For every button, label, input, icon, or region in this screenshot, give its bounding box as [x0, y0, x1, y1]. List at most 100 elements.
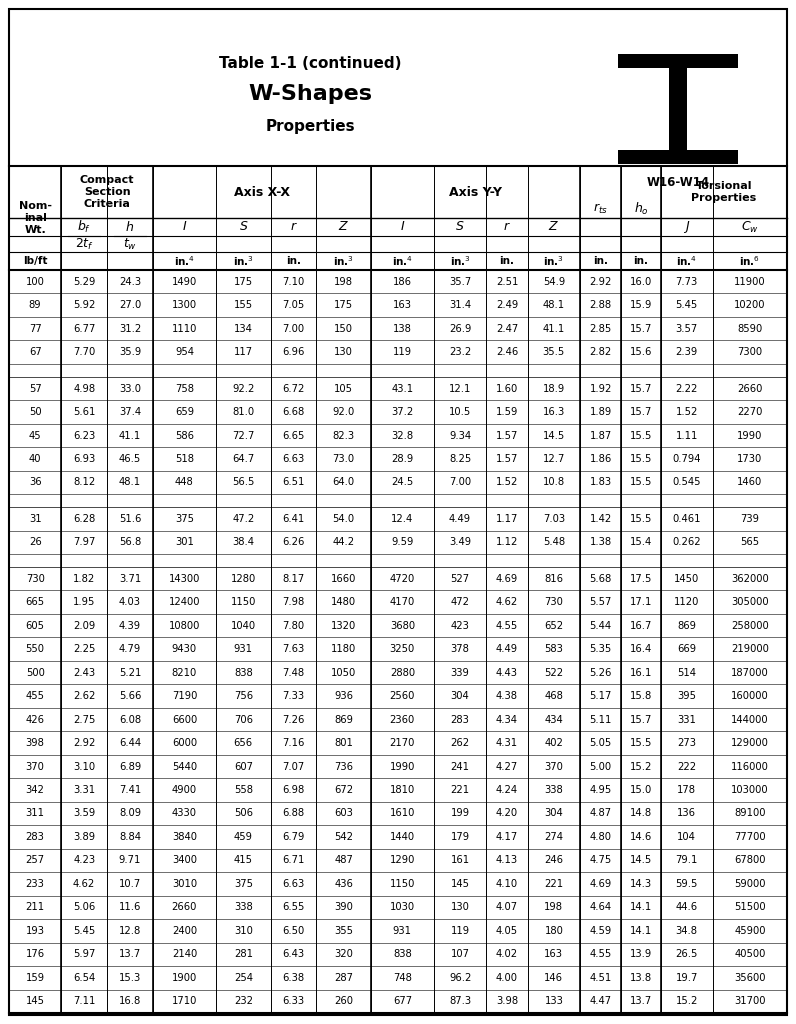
Text: 35.7: 35.7 — [449, 276, 471, 287]
Text: 46.5: 46.5 — [119, 454, 141, 464]
Text: 40: 40 — [29, 454, 41, 464]
Text: 415: 415 — [234, 855, 253, 865]
Text: $S$: $S$ — [239, 220, 248, 233]
Text: 8210: 8210 — [172, 668, 197, 678]
Text: 9430: 9430 — [172, 644, 197, 654]
Text: 2360: 2360 — [390, 715, 415, 725]
Text: 1.42: 1.42 — [590, 514, 612, 524]
Text: 7.70: 7.70 — [73, 347, 96, 357]
Text: 134: 134 — [234, 324, 252, 334]
Text: 37.2: 37.2 — [391, 407, 413, 417]
Text: 3.71: 3.71 — [119, 573, 141, 584]
Text: 10200: 10200 — [734, 300, 766, 310]
Text: 758: 758 — [175, 384, 194, 393]
Text: 2.82: 2.82 — [590, 347, 612, 357]
Text: 145: 145 — [451, 879, 470, 889]
Text: 4.62: 4.62 — [496, 597, 518, 607]
Text: 331: 331 — [677, 715, 696, 725]
Text: 2.39: 2.39 — [676, 347, 698, 357]
Text: 37.4: 37.4 — [119, 407, 141, 417]
Text: 659: 659 — [175, 407, 194, 417]
Text: 931: 931 — [234, 644, 253, 654]
Text: 1280: 1280 — [231, 573, 256, 584]
Text: 51500: 51500 — [734, 902, 766, 912]
Text: in.$^6$: in.$^6$ — [739, 254, 760, 268]
Text: 15.2: 15.2 — [630, 762, 652, 771]
Text: 48.1: 48.1 — [543, 300, 565, 310]
Text: 6000: 6000 — [172, 738, 197, 748]
Text: 3010: 3010 — [172, 879, 197, 889]
Text: $r$: $r$ — [503, 220, 511, 233]
Text: in.: in. — [593, 256, 608, 266]
Text: 31700: 31700 — [734, 996, 766, 1007]
Text: 5.35: 5.35 — [590, 644, 612, 654]
Text: 1110: 1110 — [172, 324, 197, 334]
Text: 748: 748 — [393, 973, 412, 983]
Text: 2.09: 2.09 — [73, 621, 96, 631]
Text: 583: 583 — [544, 644, 564, 654]
Text: 7.97: 7.97 — [73, 538, 96, 547]
Text: $J$: $J$ — [683, 219, 690, 234]
Text: 119: 119 — [392, 347, 412, 357]
Text: 241: 241 — [451, 762, 470, 771]
Text: 1660: 1660 — [331, 573, 356, 584]
Text: 816: 816 — [544, 573, 564, 584]
Text: 605: 605 — [25, 621, 45, 631]
Text: 0.794: 0.794 — [673, 454, 701, 464]
Text: 26.9: 26.9 — [449, 324, 471, 334]
Text: 31.4: 31.4 — [449, 300, 471, 310]
Text: 8.12: 8.12 — [73, 477, 96, 487]
Text: in.: in. — [499, 256, 514, 266]
Text: lb/ft: lb/ft — [23, 256, 48, 266]
Text: 180: 180 — [544, 926, 564, 936]
Text: 59000: 59000 — [734, 879, 766, 889]
Text: 5.57: 5.57 — [590, 597, 612, 607]
Text: 448: 448 — [175, 477, 193, 487]
Text: 155: 155 — [234, 300, 253, 310]
Text: 19.7: 19.7 — [676, 973, 698, 983]
Text: 2560: 2560 — [390, 691, 415, 701]
Text: in.$^3$: in.$^3$ — [544, 254, 564, 268]
Text: 4.87: 4.87 — [590, 809, 612, 818]
Text: 33.0: 33.0 — [119, 384, 141, 393]
Text: 14.8: 14.8 — [630, 809, 652, 818]
Text: 2.88: 2.88 — [590, 300, 612, 310]
Text: 96.2: 96.2 — [449, 973, 471, 983]
Text: 2270: 2270 — [737, 407, 763, 417]
Text: 7300: 7300 — [737, 347, 763, 357]
Text: 304: 304 — [451, 691, 470, 701]
Text: 45900: 45900 — [734, 926, 766, 936]
Text: 426: 426 — [25, 715, 45, 725]
Text: 232: 232 — [234, 996, 253, 1007]
Text: 2.22: 2.22 — [676, 384, 698, 393]
Text: 1900: 1900 — [172, 973, 197, 983]
Text: 4.38: 4.38 — [496, 691, 518, 701]
Text: 257: 257 — [25, 855, 45, 865]
Text: 1.17: 1.17 — [496, 514, 518, 524]
Text: 7.07: 7.07 — [283, 762, 305, 771]
Text: 186: 186 — [393, 276, 412, 287]
Text: 6.38: 6.38 — [283, 973, 304, 983]
Text: 838: 838 — [234, 668, 252, 678]
Text: 1.87: 1.87 — [590, 430, 612, 440]
Text: 1.57: 1.57 — [496, 454, 518, 464]
Text: 193: 193 — [25, 926, 45, 936]
Text: 246: 246 — [544, 855, 564, 865]
Text: 6.51: 6.51 — [283, 477, 305, 487]
Text: 13.8: 13.8 — [630, 973, 652, 983]
Text: 1030: 1030 — [390, 902, 415, 912]
Text: 178: 178 — [677, 785, 696, 795]
Text: 1450: 1450 — [674, 573, 700, 584]
Text: 402: 402 — [544, 738, 564, 748]
Text: 179: 179 — [451, 831, 470, 842]
Text: 6.93: 6.93 — [73, 454, 96, 464]
Text: 4.98: 4.98 — [73, 384, 96, 393]
Text: 41.1: 41.1 — [119, 430, 141, 440]
Text: 5.17: 5.17 — [590, 691, 612, 701]
Text: 145: 145 — [25, 996, 45, 1007]
Text: 28.9: 28.9 — [391, 454, 413, 464]
Text: 5.11: 5.11 — [590, 715, 612, 725]
Text: 14300: 14300 — [169, 573, 200, 584]
Text: $Z$: $Z$ — [548, 220, 560, 233]
Text: 14.1: 14.1 — [630, 926, 652, 936]
